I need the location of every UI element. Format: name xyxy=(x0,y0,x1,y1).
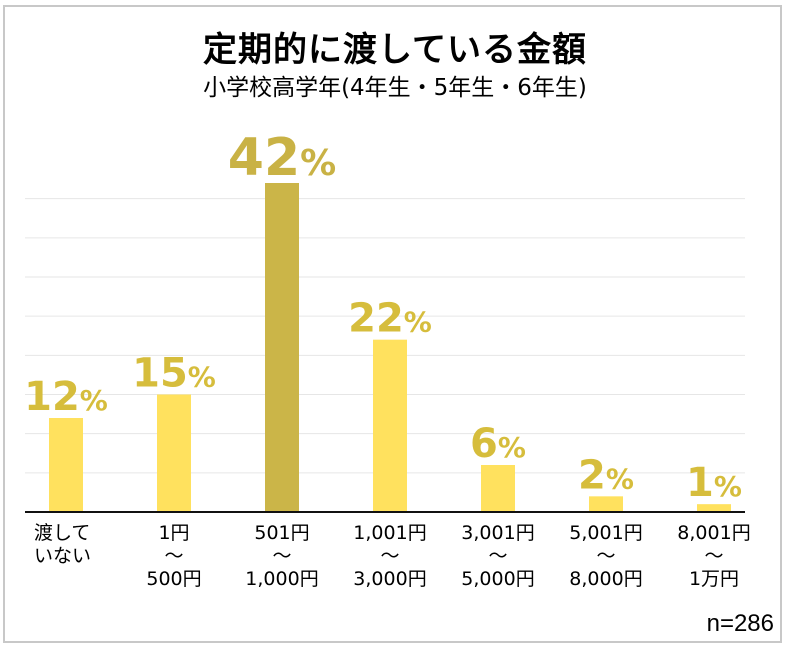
bar xyxy=(589,496,623,512)
data-label: 1% xyxy=(686,460,742,506)
bar xyxy=(697,504,731,512)
bar xyxy=(265,183,299,512)
x-tick-label: 1,001円 〜 3,000円 xyxy=(353,522,427,590)
x-tick-label: 3,001円 〜 5,000円 xyxy=(461,522,535,590)
bar xyxy=(49,418,83,512)
x-tick-label: 501円 〜 1,000円 xyxy=(245,522,319,590)
bar xyxy=(157,394,191,512)
chart-title: 定期的に渡している金額 xyxy=(203,30,587,70)
data-label: 15% xyxy=(132,351,216,397)
x-tick-label: 5,001円 〜 8,000円 xyxy=(569,522,643,590)
data-label: 6% xyxy=(470,421,526,467)
chart-subtitle: 小学校高学年(4年生・5年生・6年生) xyxy=(203,75,587,101)
data-label: 42% xyxy=(228,128,336,188)
chart-frame xyxy=(3,5,782,643)
x-tick-label: 渡して いない xyxy=(34,522,92,567)
bar xyxy=(481,465,515,512)
data-label: 12% xyxy=(24,374,108,420)
x-tick-label: 8,001円 〜 1万円 xyxy=(677,522,751,590)
bar xyxy=(373,339,407,512)
x-tick-label: 1円 〜 500円 xyxy=(146,522,202,590)
data-label: 22% xyxy=(348,296,432,342)
sample-size-note: n=286 xyxy=(706,610,774,637)
data-label: 2% xyxy=(578,452,634,498)
